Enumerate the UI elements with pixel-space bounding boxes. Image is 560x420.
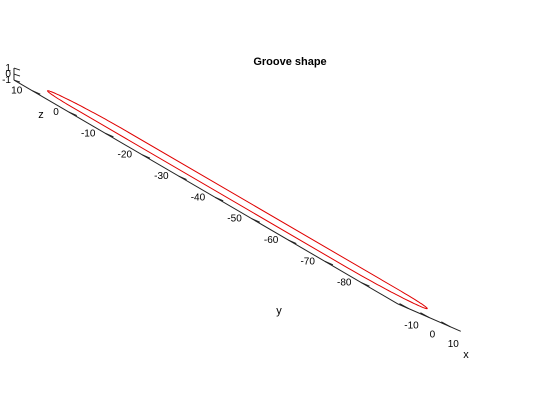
y-tick-label: -60 xyxy=(264,235,279,246)
y-tick-mark xyxy=(251,218,260,223)
y-tick-label: 10 xyxy=(11,86,23,97)
x-tick-mark xyxy=(441,321,451,328)
y-tick-label: -10 xyxy=(81,128,96,139)
y-tick-mark xyxy=(141,154,151,159)
x-tick-mark xyxy=(420,312,430,319)
z-tick-label: 0 xyxy=(5,69,11,80)
x-tick-label: 0 xyxy=(430,330,436,341)
y-tick-mark xyxy=(214,196,224,202)
axes xyxy=(13,67,461,332)
z-tick-label: 1 xyxy=(5,63,11,74)
chart-title: Groove shape xyxy=(253,56,326,68)
y-tick-label: -50 xyxy=(227,214,242,225)
z-tick-mark xyxy=(13,73,21,77)
y-tick-mark xyxy=(288,239,297,244)
y-tick-label: 0 xyxy=(53,107,59,118)
z-axis-label: z xyxy=(38,109,44,121)
y-tick-mark xyxy=(361,282,370,287)
y-tick-label: -30 xyxy=(154,171,169,182)
series-line-groove xyxy=(46,90,428,310)
y-tick-mark xyxy=(32,90,41,95)
z-tick-mark xyxy=(13,79,21,83)
y-tick-label: -70 xyxy=(300,256,315,267)
x-tick-label: -10 xyxy=(404,321,419,332)
y-axis-line xyxy=(13,79,399,305)
y-tick-label: -20 xyxy=(118,150,133,161)
y-tick-mark xyxy=(178,175,187,180)
y-tick-mark xyxy=(105,132,114,138)
y-axis-label: y xyxy=(276,305,282,317)
y-tick-mark xyxy=(324,260,334,266)
x-axis-label: x xyxy=(463,349,469,361)
y-tick-label: -80 xyxy=(337,278,352,289)
x-tick-mark xyxy=(399,303,409,310)
x-tick-label: 10 xyxy=(448,339,460,350)
z-tick-label: -1 xyxy=(2,75,11,86)
z-tick-mark xyxy=(13,67,21,71)
y-tick-label: -40 xyxy=(191,192,206,203)
y-tick-mark xyxy=(68,111,78,117)
